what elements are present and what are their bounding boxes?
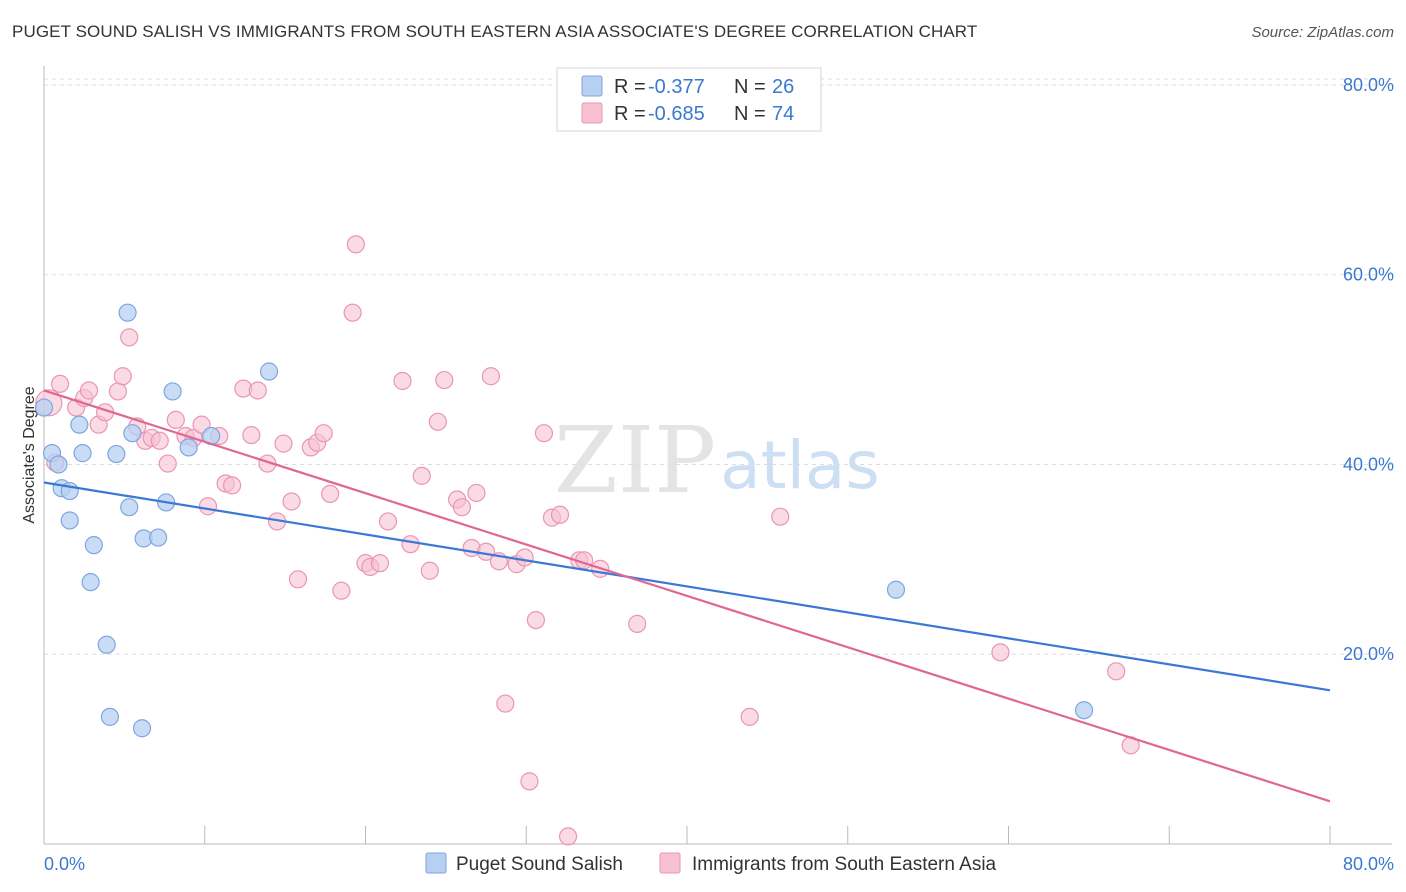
- gridlines: [44, 78, 1392, 655]
- point-immigrants-se-asia: [401, 535, 420, 554]
- point-immigrants-se-asia: [346, 235, 365, 254]
- point-immigrants-se-asia: [166, 410, 185, 429]
- watermark-zip: ZIP: [554, 407, 716, 514]
- point-immigrants-se-asia: [991, 643, 1010, 662]
- point-immigrants-se-asia: [496, 694, 515, 713]
- trend-lines: [43, 389, 1331, 803]
- y-axis-label: Associate's Degree: [21, 386, 38, 523]
- point-immigrants-se-asia: [321, 484, 340, 503]
- point-immigrants-se-asia: [378, 512, 398, 531]
- point-puget-sound-salish: [163, 382, 182, 401]
- point-immigrants-se-asia: [370, 554, 390, 573]
- point-immigrants-se-asia: [452, 498, 472, 517]
- legend-r-value-blue: -0.377: [648, 76, 705, 98]
- point-puget-sound-salish: [107, 444, 126, 464]
- legend-r-value-pink: -0.685: [648, 103, 705, 125]
- y-tick-label: 20.0%: [1343, 644, 1394, 664]
- point-immigrants-se-asia: [526, 610, 545, 630]
- point-immigrants-se-asia: [314, 424, 333, 443]
- point-immigrants-se-asia: [332, 581, 351, 600]
- point-puget-sound-salish: [97, 635, 116, 654]
- legend-n-label-pink: N =: [734, 103, 766, 125]
- point-immigrants-se-asia: [393, 371, 412, 391]
- point-puget-sound-salish: [120, 498, 139, 517]
- point-puget-sound-salish: [123, 424, 142, 443]
- y-tick-label: 40.0%: [1343, 454, 1394, 474]
- legend-n-label-blue: N =: [734, 76, 766, 98]
- point-puget-sound-salish: [1074, 701, 1094, 720]
- point-immigrants-se-asia: [120, 328, 139, 347]
- legend-r-label-pink: R =: [614, 103, 646, 125]
- point-puget-sound-salish: [81, 573, 100, 592]
- point-immigrants-se-asia: [343, 303, 362, 322]
- y-tick-label: 60.0%: [1343, 265, 1394, 285]
- point-puget-sound-salish: [60, 511, 79, 530]
- point-immigrants-se-asia: [222, 476, 242, 495]
- data-points: [34, 235, 1140, 846]
- x-tick-label-max: 80.0%: [1343, 854, 1394, 874]
- point-immigrants-se-asia: [108, 382, 128, 401]
- point-immigrants-se-asia: [1107, 662, 1126, 681]
- point-immigrants-se-asia: [412, 466, 431, 485]
- point-immigrants-se-asia: [274, 434, 293, 453]
- point-puget-sound-salish: [259, 362, 279, 381]
- point-immigrants-se-asia: [435, 370, 454, 390]
- point-immigrants-se-asia: [158, 454, 177, 473]
- point-immigrants-se-asia: [113, 367, 132, 386]
- point-puget-sound-salish: [118, 303, 137, 322]
- point-immigrants-se-asia: [515, 548, 534, 567]
- point-immigrants-se-asia: [534, 424, 554, 443]
- x-tick-label-min: 0.0%: [44, 854, 85, 874]
- series-legend-swatch-pink: [659, 852, 681, 874]
- series-legend-label-pink: Immigrants from South Eastern Asia: [692, 854, 997, 875]
- trend-line-puget-sound-salish: [43, 481, 1331, 692]
- watermark-atlas: atlas: [720, 427, 880, 504]
- point-immigrants-se-asia: [520, 772, 539, 791]
- legend-swatch-pink: [581, 102, 603, 124]
- trend-line-immigrants-se-asia: [43, 389, 1331, 803]
- series-legend-swatch-blue: [425, 852, 447, 874]
- point-puget-sound-salish: [886, 580, 906, 599]
- legend-r-label-blue: R =: [614, 76, 646, 98]
- point-immigrants-se-asia: [420, 561, 439, 580]
- point-immigrants-se-asia: [248, 381, 267, 400]
- point-immigrants-se-asia: [150, 431, 169, 450]
- point-immigrants-se-asia: [198, 497, 218, 516]
- point-puget-sound-salish: [179, 438, 198, 457]
- point-immigrants-se-asia: [558, 827, 578, 846]
- point-puget-sound-salish: [132, 719, 152, 738]
- legend-swatch-blue: [581, 75, 603, 97]
- point-puget-sound-salish: [34, 398, 54, 417]
- legend-n-value-blue: 26: [772, 76, 794, 98]
- point-immigrants-se-asia: [628, 614, 647, 633]
- point-immigrants-se-asia: [481, 367, 500, 386]
- point-immigrants-se-asia: [242, 425, 261, 445]
- point-immigrants-se-asia: [740, 707, 759, 726]
- point-immigrants-se-asia: [282, 492, 301, 511]
- point-immigrants-se-asia: [771, 507, 790, 526]
- point-puget-sound-salish: [70, 415, 89, 434]
- y-tick-label: 80.0%: [1343, 75, 1394, 95]
- point-puget-sound-salish: [49, 455, 68, 474]
- series-legend-label-blue: Puget Sound Salish: [456, 854, 623, 875]
- y-tick-labels: 20.0% 40.0% 60.0% 80.0%: [1343, 75, 1394, 664]
- x-axis-ticks: [43, 826, 1331, 844]
- point-immigrants-se-asia: [50, 374, 70, 393]
- point-puget-sound-salish: [84, 536, 103, 555]
- point-immigrants-se-asia: [550, 505, 570, 524]
- point-immigrants-se-asia: [467, 483, 486, 503]
- legend-n-value-pink: 74: [772, 103, 794, 125]
- watermark: ZIP atlas: [554, 407, 880, 514]
- point-puget-sound-salish: [73, 444, 92, 463]
- chart-title: PUGET SOUND SALISH VS IMMIGRANTS FROM SO…: [12, 22, 978, 41]
- point-puget-sound-salish: [100, 707, 120, 726]
- point-immigrants-se-asia: [428, 412, 447, 431]
- point-puget-sound-salish: [149, 528, 168, 547]
- point-immigrants-se-asia: [288, 570, 308, 589]
- point-immigrants-se-asia: [79, 381, 99, 400]
- correlation-legend: R = -0.377 N = 26 R = -0.685 N = 74: [556, 67, 822, 132]
- series-legend: Puget Sound Salish Immigrants from South…: [425, 852, 997, 875]
- source-label: Source: ZipAtlas.com: [1251, 24, 1394, 41]
